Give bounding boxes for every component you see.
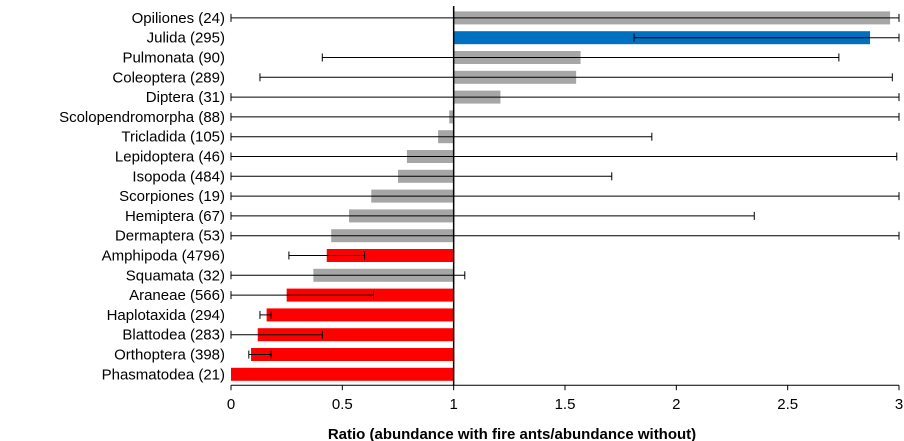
category-label: Orthoptera (398) bbox=[114, 347, 225, 364]
bar bbox=[231, 367, 454, 381]
category-label: Opiliones (24) bbox=[132, 10, 225, 27]
bar bbox=[257, 328, 454, 342]
category-label: Coleoptera (289) bbox=[112, 69, 225, 86]
axis-layer: 0 0.5 1 1.5 2 2.5 3 bbox=[227, 6, 903, 413]
category-label: Haplotaxida (294) bbox=[107, 307, 225, 324]
category-label: Phasmatodea (21) bbox=[102, 366, 225, 383]
x-tick-label: 1 bbox=[449, 396, 457, 413]
category-label: Blattodea (283) bbox=[122, 327, 225, 344]
x-tick-label: 1.5 bbox=[555, 396, 576, 413]
category-label: Diptera (31) bbox=[146, 89, 225, 106]
category-label: Isopoda (484) bbox=[132, 168, 225, 185]
x-axis-title: Ratio (abundance with fire ants/abundanc… bbox=[328, 426, 696, 441]
bar bbox=[251, 348, 454, 361]
x-tick-label: 3 bbox=[895, 396, 903, 413]
x-tick-label: 2 bbox=[672, 396, 680, 413]
x-tick-label: 0 bbox=[227, 396, 235, 413]
bar bbox=[326, 249, 454, 262]
category-label: Scorpiones (19) bbox=[119, 188, 225, 205]
category-labels-layer: Opiliones (24) Julida (295) Pulmonata (90)… bbox=[59, 10, 225, 383]
category-label: Julida (295) bbox=[147, 30, 225, 47]
error-bars-layer bbox=[230, 13, 900, 359]
category-label: Hemiptera (67) bbox=[125, 208, 225, 225]
x-tick-label: 2.5 bbox=[777, 396, 798, 413]
category-label: Scolopendromorpha (88) bbox=[59, 109, 225, 126]
x-tick-label: 0.5 bbox=[332, 396, 353, 413]
category-label: Amphipoda (4796) bbox=[102, 248, 225, 265]
bar bbox=[266, 308, 454, 322]
category-label: Tricladida (105) bbox=[121, 129, 225, 146]
category-label: Dermaptera (53) bbox=[115, 228, 225, 245]
category-label: Squamata (32) bbox=[126, 267, 225, 284]
category-label: Pulmonata (90) bbox=[122, 50, 225, 67]
category-label: Lepidoptera (46) bbox=[115, 149, 225, 166]
category-label: Araneae (566) bbox=[129, 287, 225, 304]
